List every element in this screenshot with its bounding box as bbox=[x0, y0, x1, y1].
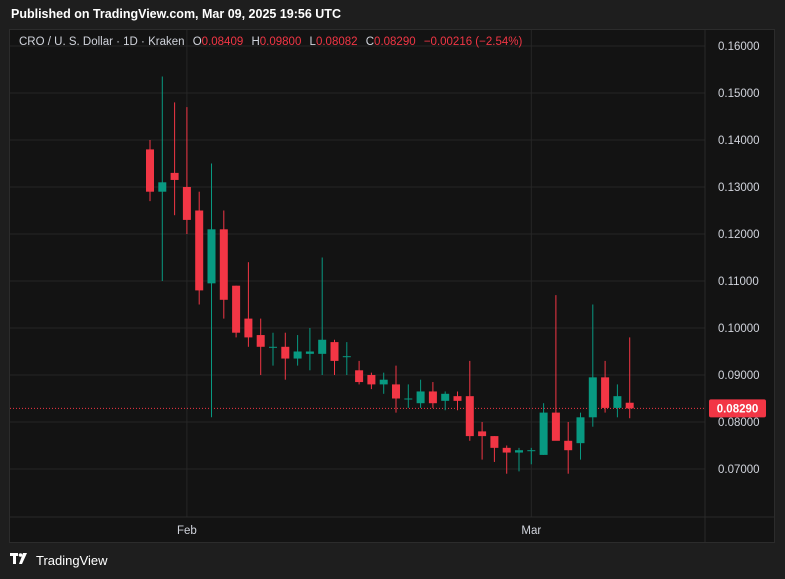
symbol-label[interactable]: CRO / U. S. Dollar · 1D · Kraken bbox=[19, 36, 185, 48]
candle-body bbox=[244, 318, 253, 338]
candle-body bbox=[342, 356, 351, 358]
candle-body bbox=[465, 396, 474, 437]
close-label: C bbox=[365, 36, 375, 48]
candle-body bbox=[355, 370, 364, 383]
tradingview-logo-icon bbox=[10, 553, 30, 568]
candle-body bbox=[379, 379, 388, 385]
candle-body bbox=[318, 339, 327, 354]
candle-body bbox=[527, 450, 536, 452]
low-label: L bbox=[309, 36, 316, 48]
y-tick-label: 0.14000 bbox=[718, 135, 760, 147]
y-tick-label: 0.07000 bbox=[718, 464, 760, 476]
candle-body bbox=[293, 351, 302, 359]
candle-body bbox=[146, 149, 154, 192]
candle-body bbox=[588, 377, 597, 418]
candle-body bbox=[330, 342, 339, 361]
candle-body bbox=[502, 447, 511, 453]
candle-body bbox=[170, 172, 179, 180]
candle-body bbox=[515, 450, 523, 453]
published-header: Published on TradingView.com, Mar 09, 20… bbox=[11, 7, 341, 21]
candle-body bbox=[416, 391, 425, 404]
candle-body bbox=[551, 412, 560, 441]
y-tick-label: 0.10000 bbox=[718, 323, 760, 335]
y-tick-label: 0.08000 bbox=[718, 417, 760, 429]
y-tick-label: 0.12000 bbox=[718, 229, 760, 241]
y-tick-label: 0.11000 bbox=[718, 276, 759, 288]
open-label: O bbox=[192, 36, 202, 48]
candle-body bbox=[625, 402, 634, 409]
candle-body bbox=[256, 335, 265, 347]
price-chart-svg[interactable]: 0.16000 0.15000 0.14000 0.13000 0.12000 0.110… bbox=[10, 30, 775, 543]
y-tick-label: 0.13000 bbox=[718, 182, 760, 194]
candle-body bbox=[219, 229, 228, 300]
candle-body bbox=[613, 396, 622, 408]
candle-body bbox=[576, 417, 585, 444]
candle-body bbox=[232, 285, 241, 333]
high-value: 0.09800 bbox=[259, 36, 302, 48]
candle-body bbox=[182, 187, 191, 220]
candle-body bbox=[392, 384, 400, 399]
y-tick-label: 0.16000 bbox=[718, 41, 760, 53]
low-value: 0.08082 bbox=[315, 36, 358, 48]
candle-body bbox=[207, 229, 216, 284]
change-value: −0.00216 (−2.54%) bbox=[423, 36, 523, 48]
candle-body bbox=[601, 377, 610, 408]
open-value: 0.08409 bbox=[201, 36, 244, 48]
x-tick-label: Mar bbox=[521, 525, 541, 537]
candle-body bbox=[195, 210, 204, 291]
candle-body bbox=[539, 412, 548, 455]
candle-body bbox=[478, 431, 487, 437]
high-label: H bbox=[251, 36, 260, 48]
candle-body bbox=[305, 351, 314, 354]
close-value: 0.08290 bbox=[374, 36, 416, 48]
last-price-badge-label: 0.08290 bbox=[717, 403, 759, 415]
x-tick-label: Feb bbox=[177, 525, 197, 537]
candle-body bbox=[441, 393, 450, 401]
candle-body bbox=[490, 436, 499, 448]
candle-body bbox=[158, 182, 167, 192]
candle-body bbox=[564, 440, 573, 451]
chart-legend: CRO / U. S. Dollar · 1D · Kraken O0.0840… bbox=[19, 36, 522, 48]
y-tick-label: 0.09000 bbox=[718, 370, 760, 382]
candle-body bbox=[404, 398, 413, 400]
footer-brand-label: TradingView bbox=[36, 553, 108, 568]
footer-brand: TradingView bbox=[10, 553, 108, 568]
y-tick-label: 0.15000 bbox=[718, 88, 760, 100]
candle-body bbox=[367, 375, 376, 385]
candle-body bbox=[269, 346, 277, 348]
candle-body bbox=[281, 346, 290, 359]
candle-body bbox=[453, 396, 462, 401]
chart-panel[interactable]: CRO / U. S. Dollar · 1D · Kraken O0.0840… bbox=[9, 29, 775, 543]
last-price-badge bbox=[709, 399, 766, 418]
candle-body bbox=[428, 391, 437, 404]
